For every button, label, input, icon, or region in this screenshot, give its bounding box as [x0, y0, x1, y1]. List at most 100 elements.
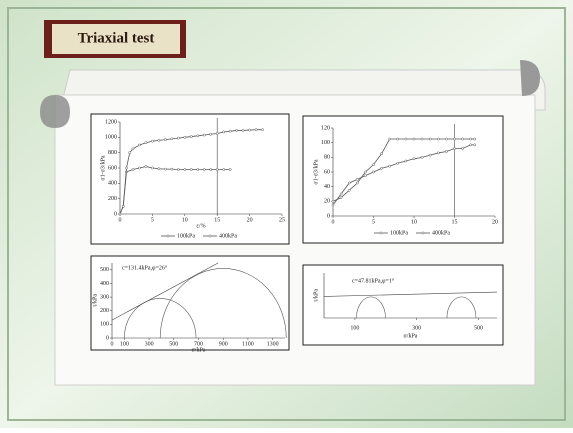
- y-tick-label: 400: [108, 181, 117, 187]
- x-tick-label: 100: [350, 325, 359, 331]
- x-tick-label: 0: [111, 341, 114, 347]
- point: [196, 134, 200, 138]
- point: [396, 137, 400, 141]
- scroll-curl: [40, 95, 70, 128]
- x-tick-label: 1300: [267, 341, 279, 347]
- x-tick-label: 900: [219, 341, 228, 347]
- strength-envelope: [111, 262, 219, 321]
- title-plate: [52, 24, 180, 54]
- x-tick-label: 10: [182, 217, 188, 223]
- point: [248, 128, 251, 132]
- point: [331, 203, 335, 207]
- x-tick-label: 5: [372, 219, 375, 225]
- chart-panel: [90, 113, 290, 245]
- point: [473, 137, 477, 141]
- legend-marker: [166, 234, 170, 238]
- annotation: c=131.4kPa,φ=26°: [122, 264, 168, 271]
- point: [125, 166, 128, 170]
- point: [396, 161, 400, 165]
- x-tick-label: 20: [247, 217, 253, 223]
- point: [453, 137, 456, 141]
- point: [261, 128, 264, 132]
- y-tick-label: 60: [324, 169, 330, 175]
- strength-envelope: [323, 291, 498, 297]
- point: [420, 137, 424, 141]
- y-tick-label: 20: [324, 199, 330, 205]
- y-axis-label: σ1-σ3/kPa: [313, 159, 319, 184]
- legend-marker: [208, 234, 212, 238]
- x-tick-label: 0: [332, 219, 335, 225]
- y-tick-label: 1000: [105, 135, 117, 141]
- x-tick-label: 5: [151, 217, 154, 223]
- x-axis-label: σ/kPa: [192, 347, 206, 353]
- point: [404, 137, 408, 141]
- point: [164, 167, 167, 171]
- point: [131, 168, 135, 171]
- y-tick-label: 500: [100, 267, 109, 273]
- point: [339, 196, 343, 200]
- x-tick-label: 25: [279, 217, 285, 223]
- point: [355, 177, 359, 181]
- point: [138, 143, 141, 147]
- point: [131, 147, 135, 151]
- y-axis-label: τ/kPa: [313, 289, 319, 302]
- y-tick-label: 400: [100, 281, 109, 287]
- point: [228, 168, 232, 171]
- chart-panel: [302, 115, 504, 244]
- point: [222, 130, 226, 134]
- point: [469, 143, 473, 147]
- point: [364, 170, 367, 174]
- point: [436, 151, 440, 155]
- point: [202, 133, 206, 137]
- point: [189, 135, 193, 138]
- point: [404, 159, 408, 163]
- point: [461, 137, 464, 141]
- point: [144, 141, 148, 145]
- y-tick-label: 600: [108, 165, 117, 171]
- slide-title: Triaxial test: [78, 30, 155, 46]
- point: [189, 168, 193, 171]
- y-tick-label: 120: [321, 125, 330, 131]
- point: [380, 166, 383, 170]
- legend-label: 400kPa: [219, 233, 237, 239]
- y-tick-label: 0: [114, 211, 117, 217]
- chart-panel: [302, 264, 504, 346]
- point: [183, 135, 187, 139]
- y-tick-label: 0: [327, 213, 330, 219]
- y-tick-label: 300: [100, 294, 109, 300]
- y-tick-label: 40: [324, 184, 330, 190]
- point: [473, 143, 477, 147]
- point: [170, 167, 174, 171]
- x-tick-label: 20: [492, 219, 498, 225]
- point: [157, 167, 161, 171]
- x-tick-label: 0: [119, 217, 122, 223]
- point: [151, 139, 154, 143]
- point: [215, 132, 219, 135]
- point: [170, 137, 174, 141]
- point: [183, 168, 187, 171]
- x-tick-label: 300: [145, 341, 154, 347]
- point: [331, 199, 335, 203]
- point: [196, 168, 200, 171]
- point: [118, 212, 122, 216]
- point: [388, 137, 392, 141]
- point: [339, 192, 343, 196]
- annotation: c=47.81kPa,φ=1°: [352, 277, 395, 284]
- point: [428, 137, 432, 141]
- point: [388, 164, 392, 168]
- point: [347, 181, 351, 185]
- y-tick-label: 1200: [105, 119, 117, 125]
- point: [151, 166, 154, 170]
- point: [372, 170, 375, 174]
- point: [372, 163, 375, 167]
- mohr-circle: [356, 296, 386, 319]
- x-tick-label: 1100: [242, 341, 254, 347]
- x-tick-label: 15: [452, 219, 458, 225]
- point: [128, 151, 132, 155]
- x-tick-label: 500: [474, 325, 483, 331]
- point: [364, 174, 367, 178]
- y-tick-label: 200: [100, 308, 109, 314]
- y-tick-label: 100: [100, 322, 109, 328]
- legend-label: 400kPa: [432, 230, 450, 236]
- point: [445, 150, 448, 153]
